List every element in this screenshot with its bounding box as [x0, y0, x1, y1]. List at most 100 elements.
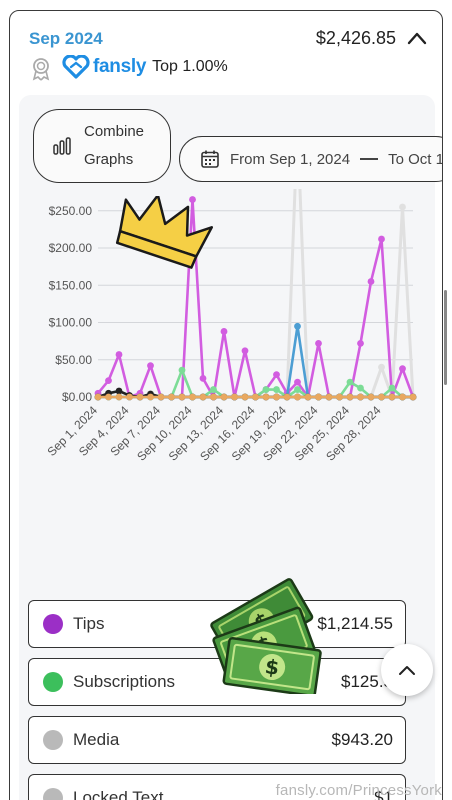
data-point: [304, 393, 312, 401]
data-point: [105, 377, 112, 385]
data-point: [273, 386, 280, 393]
bar-chart-icon: [53, 137, 71, 155]
category-amount: $943.20: [331, 730, 393, 749]
category-row-media[interactable]: Media $943.20: [28, 716, 406, 764]
data-point: [220, 328, 228, 335]
calendar-icon: [201, 150, 219, 168]
data-point: [262, 386, 270, 393]
data-point: [325, 393, 333, 401]
data-point: [315, 393, 322, 401]
category-amount: $1: [374, 788, 393, 800]
brand-rank: fansly Top 1.00%: [62, 55, 228, 79]
date-to: To Oct 1: [388, 150, 443, 168]
data-point: [357, 393, 364, 401]
y-tick-label: $250.00: [49, 204, 93, 218]
data-point: [273, 393, 280, 401]
data-point: [273, 371, 280, 379]
data-point: [409, 393, 417, 401]
page-scrollbar[interactable]: [444, 290, 447, 385]
category-name: Locked Text: [73, 788, 164, 800]
series-line: [98, 324, 413, 399]
month-title[interactable]: Sep 2024: [29, 29, 103, 48]
category-name: Media: [73, 730, 120, 749]
data-point: [294, 386, 301, 393]
data-point: [388, 384, 396, 392]
date-from: From Sep 1, 2024: [230, 150, 351, 168]
month-total: $2,426.85: [315, 28, 396, 48]
data-point: [199, 393, 207, 401]
data-point: [210, 386, 217, 393]
combine-graphs-button[interactable]: Combine Graphs: [33, 109, 171, 183]
data-point: [367, 393, 375, 401]
data-point: [157, 393, 165, 401]
data-point: [336, 393, 343, 401]
data-point: [241, 347, 249, 355]
date-range-dash: [360, 158, 379, 160]
data-point: [283, 393, 291, 401]
data-point: [378, 363, 385, 371]
data-point: [189, 196, 196, 203]
data-point: [399, 393, 406, 401]
data-point: [147, 362, 154, 370]
fansly-logo-icon: [62, 55, 90, 79]
data-point: [346, 393, 354, 401]
chevron-up-icon[interactable]: [406, 29, 428, 47]
data-point: [357, 384, 364, 392]
category-row-locked-text[interactable]: Locked Text $1: [28, 774, 406, 800]
data-point: [294, 393, 301, 401]
y-tick-label: $200.00: [49, 241, 93, 255]
data-point: [262, 393, 270, 401]
category-row-subscriptions[interactable]: Subscriptions $125.5: [28, 658, 406, 706]
category-amount: $125.5: [341, 672, 393, 691]
data-point: [399, 203, 406, 211]
data-point: [210, 393, 217, 401]
data-point: [231, 393, 238, 401]
y-tick-label: $0.00: [62, 390, 92, 404]
data-point: [378, 235, 385, 243]
y-tick-label: $100.00: [49, 316, 93, 330]
data-point: [346, 378, 354, 386]
category-name: Subscriptions: [73, 672, 176, 691]
data-point: [147, 393, 154, 401]
data-point: [189, 393, 196, 401]
data-point: [220, 393, 228, 401]
data-point: [178, 366, 186, 374]
data-point: [199, 374, 207, 382]
data-point: [178, 393, 186, 401]
data-point: [115, 351, 123, 358]
data-point: [126, 393, 133, 401]
data-point: [94, 393, 102, 401]
y-tick-label: $150.00: [49, 278, 93, 292]
data-point: [388, 393, 396, 401]
media-color-dot: [43, 730, 63, 750]
data-point: [378, 393, 385, 401]
tips-color-dot: [43, 614, 63, 634]
earnings-line-chart: $0.00$50.00$100.00$150.00$200.00$250.00$…: [44, 189, 417, 464]
data-point: [294, 322, 301, 330]
subscriptions-color-dot: [43, 672, 63, 692]
scroll-to-top-button[interactable]: [381, 644, 433, 696]
svg-text:$: $: [264, 654, 281, 680]
category-name: Tips: [73, 614, 105, 633]
date-range-picker[interactable]: From Sep 1, 2024 To Oct 1: [179, 136, 443, 182]
data-point: [115, 393, 123, 401]
brand-name: fansly: [93, 56, 147, 77]
rank-text: Top 1.00%: [152, 58, 228, 75]
data-point: [252, 393, 259, 401]
data-point: [168, 393, 175, 401]
data-point: [241, 393, 249, 401]
data-point: [115, 387, 123, 395]
data-point: [399, 365, 406, 373]
data-point: [315, 339, 322, 347]
data-point: [357, 339, 364, 347]
crown-sticker-icon: [115, 196, 214, 269]
data-point: [136, 393, 144, 401]
chevron-up-icon: [399, 666, 415, 675]
watermark-text: fansly.com/PrincessYork: [275, 782, 442, 799]
combine-graphs-label: Combine Graphs: [84, 123, 145, 168]
data-point: [367, 278, 375, 285]
data-point: [105, 393, 112, 401]
award-badge-icon: [32, 58, 50, 81]
data-point: [294, 378, 301, 386]
money-stack-sticker-icon: $ $ $: [210, 578, 322, 694]
